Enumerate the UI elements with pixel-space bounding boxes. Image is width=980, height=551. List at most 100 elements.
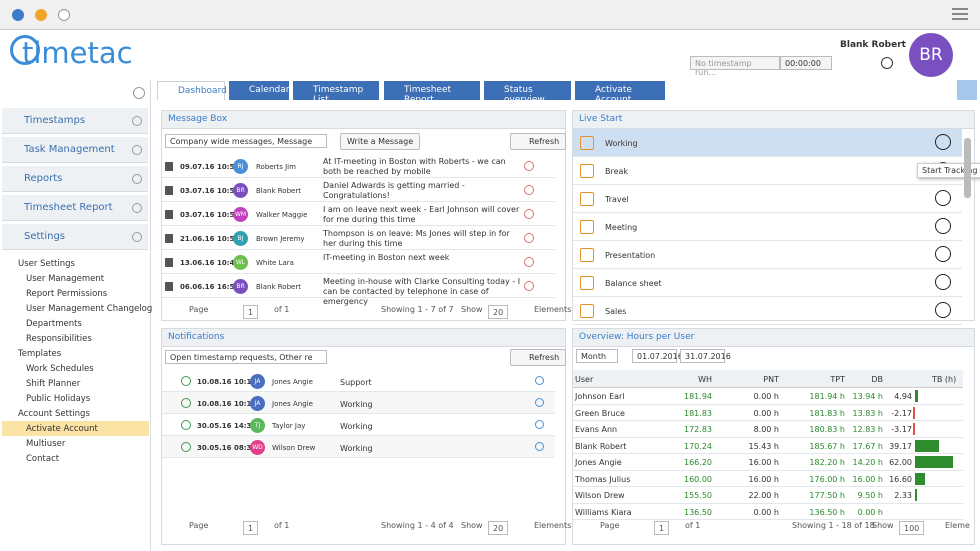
tab[interactable]: Activate Account	[575, 81, 665, 105]
cell: 181.94	[684, 392, 712, 401]
search-icon[interactable]	[535, 398, 544, 407]
delete-icon[interactable]	[524, 185, 534, 195]
tree-item[interactable]: Public Holidays	[26, 394, 91, 404]
tree-item[interactable]: User Management Changelog	[26, 304, 153, 314]
scrollbar	[964, 138, 971, 198]
pager-size[interactable]: 20	[488, 305, 509, 319]
play-button[interactable]	[881, 57, 893, 69]
pager-number[interactable]: 1	[243, 305, 259, 319]
cell: 136.50	[684, 507, 712, 517]
notification-type: Working	[340, 444, 373, 453]
delete-icon[interactable]	[524, 281, 534, 291]
cell: -3.17	[891, 425, 912, 434]
pager-size[interactable]: 100	[899, 521, 925, 535]
column-header[interactable]: TPT	[830, 375, 845, 384]
sidebar	[0, 80, 151, 551]
message-author: Blank Robert	[256, 187, 301, 195]
live-row[interactable]	[573, 185, 962, 213]
delete-icon[interactable]	[524, 209, 534, 219]
search-icon[interactable]	[535, 376, 544, 385]
start-button[interactable]	[935, 246, 951, 262]
user-avatar[interactable]: BR	[909, 33, 953, 77]
cell: 2.33	[894, 491, 912, 500]
tree-item[interactable]: Contact	[26, 454, 60, 464]
delete-icon[interactable]	[524, 257, 534, 267]
refresh-button[interactable]: Refresh	[510, 349, 567, 366]
search-icon[interactable]	[535, 442, 544, 451]
tree-item[interactable]: Activate Account	[26, 424, 98, 434]
live-row[interactable]	[573, 157, 962, 185]
tree-group[interactable]: User Settings	[18, 259, 75, 269]
pager-page: Page	[600, 521, 620, 530]
date-from[interactable]: 01.07.2016	[632, 349, 683, 363]
tree-item[interactable]: User Management	[26, 274, 105, 284]
live-row[interactable]	[573, 269, 962, 297]
sidebar-item[interactable]: Reports	[2, 166, 148, 192]
cell: 136.50 h	[809, 507, 845, 517]
start-button[interactable]	[935, 218, 951, 234]
write-button[interactable]: Write a Message	[340, 133, 421, 150]
delete-icon[interactable]	[524, 233, 534, 243]
column-header[interactable]: User	[575, 375, 594, 384]
notification-date: 30.05.16 14:32	[197, 422, 257, 430]
approve-icon[interactable]	[181, 398, 191, 408]
hint-button[interactable]	[957, 80, 977, 100]
column-header[interactable]: PNT	[763, 375, 779, 384]
column-header[interactable]: DB	[871, 375, 883, 384]
start-button[interactable]	[935, 190, 951, 206]
delete-icon[interactable]	[524, 161, 534, 171]
pager-number[interactable]: 1	[654, 521, 670, 535]
sidebar-item[interactable]: Task Management	[2, 137, 148, 163]
tab[interactable]: Calendar	[229, 81, 289, 100]
tab[interactable]: Dashboard	[157, 81, 227, 100]
column-header[interactable]: WH	[698, 375, 712, 384]
pager-size[interactable]: 20	[488, 521, 509, 535]
tree-item[interactable]: Report Permissions	[26, 289, 108, 299]
sidebar-item[interactable]: Timesheet Report	[2, 195, 148, 221]
tree-item[interactable]: Responsibilities	[26, 334, 92, 344]
tree-group[interactable]: Account Settings	[18, 409, 90, 419]
cell: 39.17	[889, 441, 912, 451]
timestamp-select[interactable]: No timestamp run...	[690, 56, 780, 77]
approve-icon[interactable]	[181, 442, 191, 452]
approve-icon[interactable]	[181, 376, 191, 386]
sidebar-item[interactable]: Settings	[2, 224, 148, 250]
pager-number[interactable]: 1	[243, 521, 259, 535]
cell: 62.00	[889, 458, 912, 467]
cell: 170.24	[684, 441, 712, 451]
search-icon[interactable]	[535, 420, 544, 429]
tree-item[interactable]: Work Schedules	[26, 364, 94, 374]
period-select[interactable]: Month	[576, 349, 618, 363]
date-to[interactable]: 31.07.2016	[680, 349, 731, 363]
live-row[interactable]	[573, 213, 962, 241]
refresh-button[interactable]: Refresh	[510, 133, 567, 150]
tree-item[interactable]: Shift Planner	[26, 379, 81, 389]
message-row	[162, 178, 555, 202]
filter-select[interactable]: Open timestamp requests, Other re	[165, 350, 327, 364]
tree-item[interactable]: Departments	[26, 319, 82, 329]
tree-item[interactable]: Multiuser	[26, 439, 66, 449]
cell: 182.20 h	[809, 458, 845, 467]
cell: 16.00 h	[748, 458, 779, 467]
tab[interactable]: Timestamp List	[293, 81, 379, 105]
logo-icon	[10, 35, 40, 65]
activity-icon	[580, 276, 594, 290]
start-button[interactable]	[935, 302, 951, 318]
pager-page: Page	[189, 521, 209, 530]
start-button[interactable]	[935, 274, 951, 290]
collapse[interactable]	[133, 87, 145, 99]
message-text: Meeting in-house with Clarke Consulting …	[323, 277, 521, 306]
timer: 00:00:00	[780, 56, 832, 70]
approve-icon[interactable]	[181, 420, 191, 430]
filter-select[interactable]: Company wide messages, Message	[165, 134, 327, 148]
column-header[interactable]: TB (h)	[932, 375, 957, 384]
live-row[interactable]	[573, 297, 962, 325]
sidebar-item[interactable]: Timestamps	[2, 108, 148, 134]
live-row[interactable]	[573, 241, 962, 269]
tab[interactable]: Status overview	[484, 81, 571, 105]
header-row	[573, 370, 963, 388]
start-button[interactable]	[935, 134, 951, 150]
live-row[interactable]	[573, 129, 962, 157]
tab[interactable]: Timesheet Report	[384, 81, 480, 105]
tree-group[interactable]: Templates	[18, 349, 62, 359]
